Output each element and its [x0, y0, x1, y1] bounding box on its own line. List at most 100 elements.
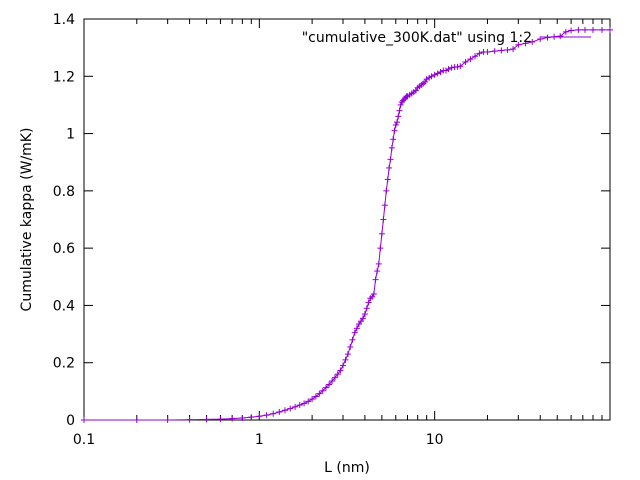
data-point [164, 417, 171, 423]
data-point [476, 50, 483, 57]
y-tick-label: 0.8 [53, 184, 75, 200]
axis-tick-labels: 0 0.2 0.4 0.6 0.8 1 1.2 1.4 0.1 1 10 [53, 12, 444, 448]
series-line [84, 29, 610, 421]
data-point [575, 26, 582, 33]
y-tick-label: 1.4 [53, 12, 75, 28]
data-point [248, 414, 255, 421]
data-point [562, 28, 569, 35]
data-point [392, 121, 399, 128]
data-point [203, 416, 210, 423]
data-point [386, 164, 393, 171]
data-point [568, 27, 575, 34]
data-markers [81, 26, 613, 423]
data-point [544, 34, 551, 41]
data-point [590, 26, 597, 33]
x-axis-label: L (nm) [324, 460, 370, 476]
data-point [396, 107, 403, 114]
data-point [329, 378, 336, 385]
data-point [457, 63, 464, 70]
data-point [363, 305, 370, 312]
legend: "cumulative_300K.dat" using 1:2 [302, 30, 591, 46]
data-point [467, 56, 474, 63]
data-point [344, 351, 351, 358]
data-point [431, 71, 438, 78]
data-point [319, 387, 326, 394]
data-series [84, 29, 610, 421]
y-tick-label: 0.4 [53, 298, 75, 314]
data-point [491, 48, 498, 55]
data-point [428, 73, 435, 80]
data-point [372, 276, 379, 283]
data-point [377, 245, 384, 252]
data-point [515, 41, 522, 48]
data-point [394, 119, 401, 126]
data-point [380, 216, 387, 223]
data-point [607, 26, 613, 33]
data-point [581, 26, 588, 33]
data-point [351, 329, 358, 336]
data-point [445, 66, 452, 73]
data-point [522, 40, 529, 47]
data-point [388, 144, 395, 151]
data-point [349, 336, 356, 343]
data-point [462, 58, 469, 65]
y-tick-label: 0 [66, 413, 75, 429]
y-tick-label: 0.2 [53, 356, 75, 372]
data-point [276, 408, 283, 415]
data-point [133, 417, 140, 423]
data-point [529, 38, 536, 45]
data-point [370, 290, 377, 297]
data-point [375, 260, 382, 267]
data-point [229, 415, 236, 422]
data-point [347, 343, 354, 350]
data-point [557, 33, 564, 40]
data-point [309, 396, 316, 403]
data-point [510, 46, 517, 53]
data-point [387, 156, 394, 163]
data-point [383, 187, 390, 194]
data-point [339, 362, 346, 369]
data-point [498, 47, 505, 54]
data-point [322, 384, 329, 391]
data-point [256, 413, 263, 420]
data-point [81, 417, 87, 423]
data-point [359, 315, 366, 322]
data-point [316, 390, 323, 397]
data-point [287, 405, 294, 412]
legend-label: "cumulative_300K.dat" using 1:2 [302, 30, 532, 46]
data-point [292, 403, 299, 410]
data-point [504, 46, 511, 53]
data-point [395, 113, 402, 120]
data-point [390, 136, 397, 143]
data-point [437, 68, 444, 75]
data-point [397, 101, 404, 108]
data-point [186, 416, 193, 423]
data-point [239, 414, 246, 421]
data-point [353, 325, 360, 332]
data-point [217, 416, 224, 423]
data-point [378, 230, 385, 237]
data-point [537, 36, 544, 43]
data-point [296, 402, 303, 409]
data-point [361, 311, 368, 318]
data-point [305, 398, 312, 405]
data-point [384, 176, 391, 183]
data-point [374, 268, 381, 275]
x-tick-label: 10 [426, 432, 444, 448]
data-point [263, 412, 270, 419]
data-point [337, 367, 344, 374]
x-tick-label: 1 [255, 432, 264, 448]
data-point [381, 202, 388, 209]
data-point [270, 410, 277, 417]
data-point [331, 374, 338, 381]
y-axis-label: Cumulative kappa (W/mK) [19, 128, 35, 312]
data-point [598, 26, 605, 33]
data-point [326, 381, 333, 388]
data-point [472, 53, 479, 60]
data-point [365, 299, 372, 306]
x-tick-label: 0.1 [73, 432, 95, 448]
data-point [301, 400, 308, 407]
data-point [448, 64, 455, 71]
y-tick-label: 1.2 [53, 69, 75, 85]
